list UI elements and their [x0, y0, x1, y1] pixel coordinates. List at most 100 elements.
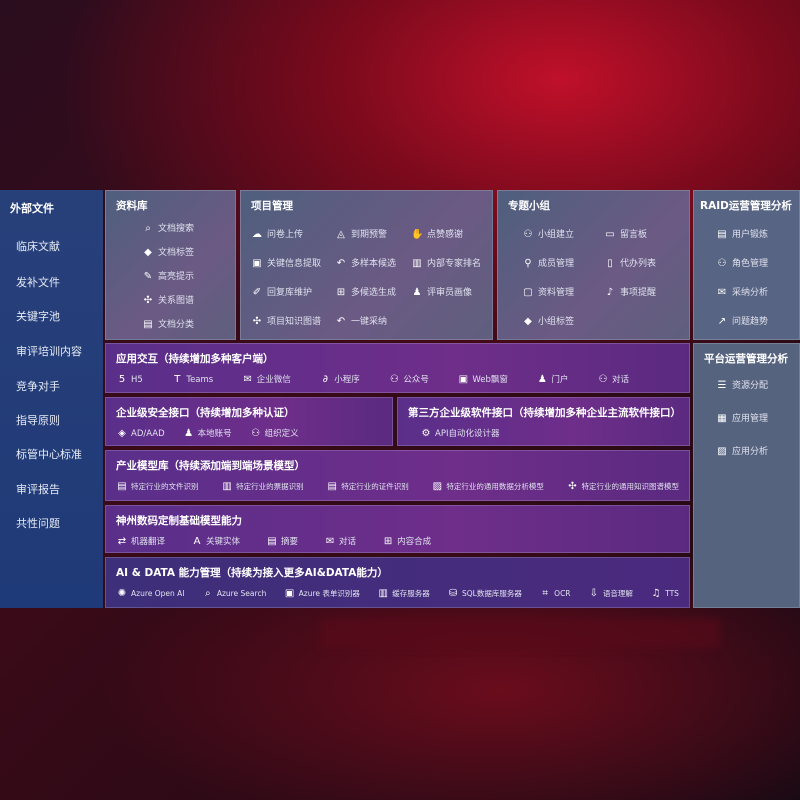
menu-item-clipboard[interactable]: ▯ 代办列表 [604, 258, 656, 270]
menu-item-graph[interactable]: ✣ 特定行业的通用知识图谱模型 [567, 481, 679, 493]
menu-item-bbs[interactable]: ▭ 留言板 [604, 229, 647, 241]
menu-item-sql[interactable]: ⛁ SQL数据库服务器 [447, 588, 522, 600]
menu-item-apps[interactable]: ▦ 应用管理 [716, 413, 768, 425]
sidebar-item[interactable]: 标管中心标准 [16, 448, 82, 461]
list-icon: ☰ [717, 380, 727, 391]
menu-item-reply[interactable]: ↶ 一键采纳 [335, 316, 387, 328]
menu-item-folder[interactable]: ▢ 资料管理 [522, 287, 574, 299]
sidebar-external-files: 外部文件 临床文献 发补文件 关键字池 审评培训内容 竞争对手 指导原则 标管中心标准 审评报… [0, 190, 103, 608]
item-label: 特定行业的票据识别 [236, 482, 304, 491]
menu-item-wecom[interactable]: ✉ 企业微信 [242, 374, 291, 386]
menu-item-org[interactable]: ⚇ 组织定义 [250, 428, 299, 440]
org-icon: ⚇ [251, 428, 261, 439]
menu-item-puzzle[interactable]: ⊞ 内容合成 [382, 536, 431, 548]
menu-item-teams[interactable]: T Teams [171, 374, 213, 386]
menu-item-chat[interactable]: ✉ 对话 [324, 536, 356, 548]
item-label: Web飘窗 [472, 375, 508, 385]
menu-item-receipt[interactable]: ▥ 特定行业的票据识别 [221, 481, 304, 493]
menu-item-graph[interactable]: ✣ 项目知识图谱 [251, 316, 321, 328]
item-label: 语音理解 [602, 589, 633, 598]
item-label: H5 [131, 375, 143, 385]
folder-icon: ▢ [523, 287, 533, 298]
menu-item-search[interactable]: ⌕ Azure Search [202, 588, 266, 600]
menu-item-html5[interactable]: 5 H5 [116, 374, 143, 386]
menu-item-tag[interactable]: ◆ 文档标签 [142, 247, 194, 259]
menu-item-translate[interactable]: ⇄ 机器翻译 [116, 536, 165, 548]
menu-item-puzzle[interactable]: ⊞ 多候选生成 [335, 287, 396, 299]
chart-icon: ▨ [717, 446, 727, 457]
panel-security: 企业级安全接口（持续增加多种认证） ◈ AD/AAD ♟ 本地账号 ⚇ 组织定义 [105, 397, 393, 446]
thumbs-up-icon: ✋ [411, 229, 423, 240]
item-label: 成员管理 [538, 259, 575, 269]
ranking-icon: ▥ [412, 258, 422, 269]
menu-item-reply[interactable]: ↶ 多样本候选 [335, 258, 396, 270]
item-label: 应用管理 [732, 414, 769, 424]
sidebar-item[interactable]: 共性问题 [16, 517, 60, 530]
cache-icon: ▥ [378, 588, 388, 599]
menu-item-ocr[interactable]: ⌗ OCR [539, 588, 570, 600]
item-label: 回复库维护 [267, 288, 313, 298]
menu-item-file[interactable]: ▤ 特定行业的文件识别 [116, 481, 198, 493]
menu-item-tag[interactable]: ◆ 小组标签 [522, 316, 574, 328]
menu-item-image[interactable]: ▨ 特定行业的通用数据分析模型 [431, 481, 544, 493]
menu-item-users[interactable]: ⚇ 角色管理 [716, 258, 769, 270]
ad-icon: ◈ [118, 428, 126, 439]
menu-item-cloud-upload[interactable]: ☁ 问卷上传 [251, 229, 303, 241]
menu-item-miniprogram[interactable]: ∂ 小程序 [319, 374, 360, 386]
sidebar-item[interactable]: 发补文件 [16, 276, 60, 289]
menu-item-speech[interactable]: ⇩ 语音理解 [588, 588, 633, 600]
menu-item-user[interactable]: ♟ 评审员画像 [411, 287, 473, 299]
item-label: 关系图谱 [158, 296, 195, 306]
sidebar-item[interactable]: 关键字池 [16, 310, 60, 323]
menu-item-cache[interactable]: ▥ 缓存服务器 [377, 588, 430, 600]
teams-icon: T [174, 374, 181, 385]
menu-item-users[interactable]: ⚇ 小组建立 [522, 229, 575, 241]
item-label: 内部专家排名 [427, 259, 482, 269]
trend-icon: ↗ [717, 316, 727, 327]
menu-item-gear[interactable]: ⚙ API自动化设计器 [420, 428, 500, 440]
wecom-icon: ✉ [243, 374, 252, 385]
menu-item-qa[interactable]: ✉ 采纳分析 [716, 287, 768, 299]
item-label: 留言板 [620, 230, 648, 240]
menu-item-list[interactable]: ☰ 资源分配 [716, 380, 769, 392]
menu-item-id-card[interactable]: ▤ 用户锻炼 [716, 229, 768, 241]
menu-item-users[interactable]: ⚇ 公众号 [388, 374, 429, 386]
menu-item-tts[interactable]: ♫ TTS [650, 588, 679, 600]
menu-item-portal[interactable]: ♟ 门户 [536, 374, 569, 386]
menu-item-edit[interactable]: ✐ 回复库维护 [251, 287, 312, 299]
menu-item-ad[interactable]: ◈ AD/AAD [116, 428, 165, 440]
sidebar-item[interactable]: 临床文献 [16, 240, 60, 253]
menu-item-form[interactable]: ▣ Azure 表单识别器 [284, 588, 360, 600]
menu-item-ranking[interactable]: ▥ 内部专家排名 [411, 258, 481, 270]
item-label: Azure 表单识别器 [298, 589, 360, 598]
menu-item-window[interactable]: ▣ Web飘窗 [457, 374, 508, 386]
menu-item-doc-category[interactable]: ▤ 文档分类 [142, 319, 194, 331]
item-label: 文档搜索 [158, 224, 195, 234]
menu-item-trend[interactable]: ↗ 问题趋势 [716, 316, 768, 328]
menu-item-entity[interactable]: A 关键实体 [191, 536, 240, 548]
sidebar-item[interactable]: 指导原则 [16, 414, 60, 427]
user-add-icon: ⚲ [524, 258, 532, 269]
window-icon: ▣ [458, 374, 469, 385]
menu-item-alarm[interactable]: ◬ 到期预警 [335, 229, 387, 241]
menu-item-bell[interactable]: ♪ 事项提醒 [604, 287, 656, 299]
sidebar-item[interactable]: 审评报告 [16, 483, 60, 496]
menu-item-chat-users[interactable]: ⚇ 对话 [597, 374, 629, 386]
receipt-icon: ▥ [222, 481, 232, 492]
menu-item-window[interactable]: ▣ 关键信息提取 [251, 258, 321, 270]
sidebar-item[interactable]: 审评培训内容 [16, 345, 82, 358]
menu-item-doc-search[interactable]: ⌕ 文档搜索 [142, 223, 194, 235]
menu-item-user-add[interactable]: ⚲ 成员管理 [522, 258, 574, 270]
menu-item-id-card[interactable]: ▤ 特定行业的证件识别 [326, 481, 409, 493]
menu-item-graph[interactable]: ✣ 关系图谱 [142, 295, 194, 307]
sidebar-item[interactable]: 竞争对手 [16, 380, 60, 393]
menu-item-openai[interactable]: ✺ Azure Open AI [116, 588, 185, 600]
item-label: 点赞感谢 [427, 230, 464, 240]
menu-item-account[interactable]: ♟ 本地账号 [183, 428, 232, 440]
panel-ai-data: AI & DATA 能力管理（持续为接入更多AI&DATA能力） ✺ Azure … [105, 557, 690, 608]
menu-item-chart[interactable]: ▨ 应用分析 [716, 446, 768, 458]
menu-item-pen[interactable]: ✎ 高亮提示 [142, 271, 194, 283]
item-label: 缓存服务器 [392, 589, 430, 598]
menu-item-thumbs-up[interactable]: ✋ 点赞感谢 [411, 229, 463, 241]
menu-item-summary[interactable]: ▤ 摘要 [266, 536, 298, 548]
